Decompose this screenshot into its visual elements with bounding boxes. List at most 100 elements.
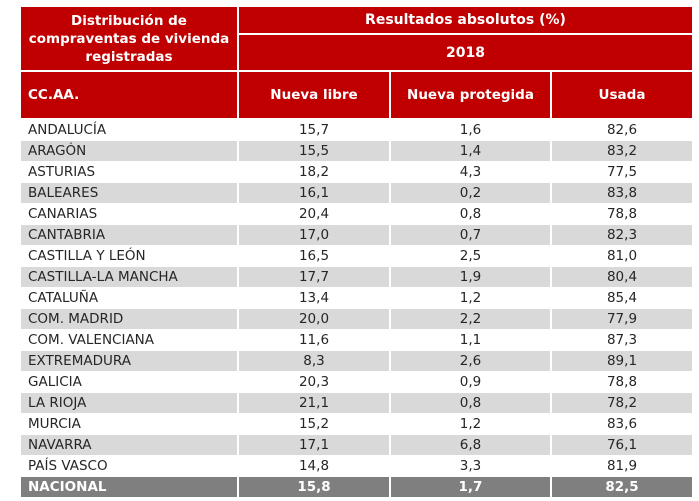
usada-value: 81,0 bbox=[550, 245, 694, 267]
nueva-libre-value: 13,4 bbox=[237, 287, 391, 309]
region-label: ASTURIAS bbox=[19, 161, 239, 183]
nueva-protegida-value: 1,6 bbox=[389, 118, 552, 141]
nueva-protegida-value: 2,6 bbox=[389, 350, 552, 372]
usada-value: 77,5 bbox=[550, 161, 694, 183]
usada-value: 82,5 bbox=[550, 476, 694, 498]
region-label: CASTILLA-LA MANCHA bbox=[19, 266, 239, 288]
nueva-libre-value: 18,2 bbox=[237, 161, 391, 183]
column-header-nueva-protegida: Nueva protegida bbox=[389, 70, 552, 120]
column-header-usada: Usada bbox=[550, 70, 694, 120]
usada-value: 82,6 bbox=[550, 118, 694, 141]
table-row: CASTILLA Y LEÓN 16,5 2,5 81,0 bbox=[19, 245, 694, 267]
table-row: LA RIOJA 21,1 0,8 78,2 bbox=[19, 392, 694, 414]
nueva-protegida-value: 0,9 bbox=[389, 371, 552, 393]
nueva-protegida-value: 1,9 bbox=[389, 266, 552, 288]
table-row: CANARIAS 20,4 0,8 78,8 bbox=[19, 203, 694, 225]
usada-value: 87,3 bbox=[550, 329, 694, 351]
year-header: 2018 bbox=[237, 33, 694, 72]
usada-value: 78,2 bbox=[550, 392, 694, 414]
group-header: Resultados absolutos (%) bbox=[237, 5, 694, 35]
header-row-group: Distribución de compraventas de vivienda… bbox=[19, 5, 694, 72]
usada-value: 85,4 bbox=[550, 287, 694, 309]
table-row: BALEARES 16,1 0,2 83,8 bbox=[19, 182, 694, 204]
usada-value: 83,2 bbox=[550, 140, 694, 162]
column-header-nueva-libre: Nueva libre bbox=[237, 70, 391, 120]
nueva-protegida-value: 1,4 bbox=[389, 140, 552, 162]
region-label: NACIONAL bbox=[19, 476, 239, 498]
nueva-libre-value: 17,7 bbox=[237, 266, 391, 288]
nueva-libre-value: 16,1 bbox=[237, 182, 391, 204]
table-row: MURCIA 15,2 1,2 83,6 bbox=[19, 413, 694, 435]
corner-header: Distribución de compraventas de vivienda… bbox=[19, 5, 239, 72]
usada-value: 77,9 bbox=[550, 308, 694, 330]
region-label: COM. MADRID bbox=[19, 308, 239, 330]
nueva-libre-value: 15,2 bbox=[237, 413, 391, 435]
table-row: CATALUÑA 13,4 1,2 85,4 bbox=[19, 287, 694, 309]
nueva-libre-value: 16,5 bbox=[237, 245, 391, 267]
header-row-year: 2018 bbox=[20, 33, 694, 72]
region-label: EXTREMADURA bbox=[19, 350, 239, 372]
table-row: ASTURIAS 18,2 4,3 77,5 bbox=[19, 161, 694, 183]
nueva-libre-value: 11,6 bbox=[237, 329, 391, 351]
table-row: COM. VALENCIANA 11,6 1,1 87,3 bbox=[19, 329, 694, 351]
region-label: BALEARES bbox=[19, 182, 239, 204]
usada-value: 83,8 bbox=[550, 182, 694, 204]
region-label: CANTABRIA bbox=[19, 224, 239, 246]
nueva-protegida-value: 2,2 bbox=[389, 308, 552, 330]
usada-value: 89,1 bbox=[550, 350, 694, 372]
nueva-protegida-value: 0,7 bbox=[389, 224, 552, 246]
nueva-libre-value: 20,4 bbox=[237, 203, 391, 225]
table-row: GALICIA 20,3 0,9 78,8 bbox=[19, 371, 694, 393]
region-label: ANDALUCÍA bbox=[19, 118, 239, 141]
region-label: COM. VALENCIANA bbox=[19, 329, 239, 351]
nueva-libre-value: 15,8 bbox=[237, 476, 391, 498]
nueva-libre-value: 14,8 bbox=[237, 455, 391, 477]
nueva-libre-value: 15,7 bbox=[237, 118, 391, 141]
data-table: Distribución de compraventas de vivienda… bbox=[19, 5, 694, 498]
table-row: NAVARRA 17,1 6,8 76,1 bbox=[19, 434, 694, 456]
nueva-libre-value: 20,0 bbox=[237, 308, 391, 330]
region-label: MURCIA bbox=[19, 413, 239, 435]
usada-value: 78,8 bbox=[550, 203, 694, 225]
nueva-protegida-value: 0,8 bbox=[389, 203, 552, 225]
table-row: COM. MADRID 20,0 2,2 77,9 bbox=[19, 308, 694, 330]
nueva-protegida-value: 4,3 bbox=[389, 161, 552, 183]
nueva-protegida-value: 2,5 bbox=[389, 245, 552, 267]
housing-distribution-table: Distribución de compraventas de vivienda… bbox=[19, 5, 694, 498]
nueva-libre-value: 15,5 bbox=[237, 140, 391, 162]
region-label: CANARIAS bbox=[19, 203, 239, 225]
nueva-protegida-value: 6,8 bbox=[389, 434, 552, 456]
header-row-columns: CC.AA. Nueva libre Nueva protegida Usada bbox=[19, 70, 694, 120]
nueva-libre-value: 8,3 bbox=[237, 350, 391, 372]
region-label: NAVARRA bbox=[19, 434, 239, 456]
region-label: ARAGÓN bbox=[19, 140, 239, 162]
region-label: CATALUÑA bbox=[19, 287, 239, 309]
usada-value: 83,6 bbox=[550, 413, 694, 435]
nueva-protegida-value: 1,2 bbox=[389, 287, 552, 309]
column-header-ccaa: CC.AA. bbox=[19, 70, 239, 120]
usada-value: 81,9 bbox=[550, 455, 694, 477]
usada-value: 76,1 bbox=[550, 434, 694, 456]
table-row: CANTABRIA 17,0 0,7 82,3 bbox=[19, 224, 694, 246]
nueva-libre-value: 20,3 bbox=[237, 371, 391, 393]
nueva-protegida-value: 1,1 bbox=[389, 329, 552, 351]
nueva-protegida-value: 1,7 bbox=[389, 476, 552, 498]
nueva-protegida-value: 1,2 bbox=[389, 413, 552, 435]
nueva-protegida-value: 0,2 bbox=[389, 182, 552, 204]
table-row: ANDALUCÍA 15,7 1,6 82,6 bbox=[19, 118, 694, 141]
usada-value: 80,4 bbox=[550, 266, 694, 288]
usada-value: 82,3 bbox=[550, 224, 694, 246]
nueva-protegida-value: 0,8 bbox=[389, 392, 552, 414]
total-row: NACIONAL 15,8 1,7 82,5 bbox=[19, 476, 694, 498]
table-row: EXTREMADURA 8,3 2,6 89,1 bbox=[19, 350, 694, 372]
nueva-libre-value: 21,1 bbox=[237, 392, 391, 414]
nueva-libre-value: 17,1 bbox=[237, 434, 391, 456]
region-label: LA RIOJA bbox=[19, 392, 239, 414]
nueva-libre-value: 17,0 bbox=[237, 224, 391, 246]
table-row: CASTILLA-LA MANCHA 17,7 1,9 80,4 bbox=[19, 266, 694, 288]
table-row: PAÍS VASCO 14,8 3,3 81,9 bbox=[19, 455, 694, 477]
region-label: PAÍS VASCO bbox=[19, 455, 239, 477]
usada-value: 78,8 bbox=[550, 371, 694, 393]
region-label: GALICIA bbox=[19, 371, 239, 393]
table-body: ANDALUCÍA 15,7 1,6 82,6 ARAGÓN 15,5 1,4 83,2 AST… bbox=[19, 118, 694, 498]
